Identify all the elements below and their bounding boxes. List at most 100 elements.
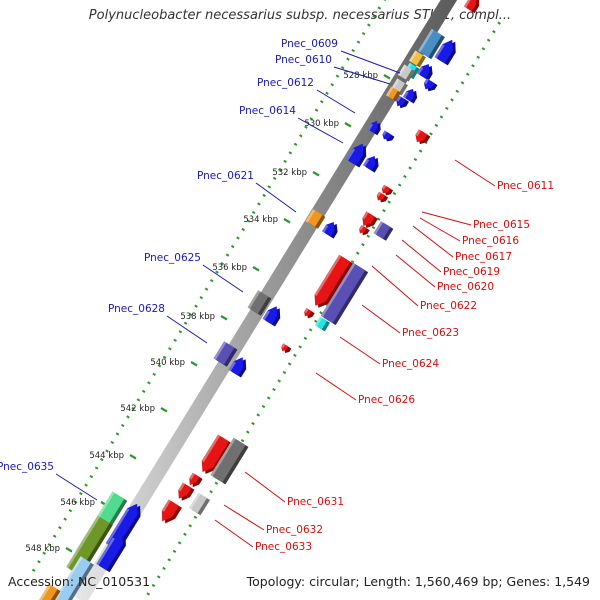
reverse-gene (189, 472, 203, 488)
reverse-gene (315, 316, 330, 332)
reverse-gene (381, 184, 394, 196)
reverse-gene (304, 308, 315, 319)
tick-label: 538 kbp (180, 312, 215, 322)
tick-label: 540 kbp (150, 358, 185, 368)
reverse-gene (210, 437, 249, 485)
leader-line (361, 304, 401, 334)
leader-line (202, 264, 244, 293)
reverse-gene (161, 499, 182, 524)
leader-line (340, 50, 401, 74)
tick-label: 528 kbp (343, 71, 378, 81)
forward-gene (418, 28, 445, 60)
tick-mark (344, 122, 352, 128)
gene-label-reverse[interactable]: Pnec_0615 (473, 219, 530, 231)
forward-gene (417, 64, 433, 81)
forward-gene (403, 88, 418, 104)
gene-label-reverse[interactable]: Pnec_0623 (402, 327, 459, 339)
forward-gene (363, 156, 379, 173)
leader-line (371, 265, 419, 307)
tick-mark (190, 361, 198, 367)
leader-line (223, 504, 265, 531)
forward-gene (396, 95, 409, 109)
tick-label: 544 kbp (89, 451, 124, 461)
reverse-gene (376, 191, 389, 203)
gene-layer (39, 0, 480, 600)
forward-gene (262, 306, 281, 327)
tick-label: 542 kbp (120, 404, 155, 414)
forward-gene (39, 583, 61, 600)
gene-label-reverse[interactable]: Pnec_0617 (455, 251, 512, 263)
tick-label: 530 kbp (304, 119, 339, 129)
leader-line (419, 217, 461, 242)
tick-mark (220, 315, 228, 321)
tick-label: 546 kbp (60, 498, 95, 508)
gene-label-reverse[interactable]: Pnec_0626 (358, 394, 415, 406)
leader-line (401, 239, 442, 273)
forward-gene (464, 0, 480, 14)
forward-gene (386, 86, 401, 102)
tick-layer: 528 kbp 530 kbp 532 kbp 534 kbp 536 kbp 538 k… (25, 0, 504, 600)
gene-label-forward[interactable]: Pnec_0612 (257, 77, 314, 89)
reverse-gene (373, 221, 394, 241)
forward-gene (53, 556, 94, 600)
leader-line (339, 336, 381, 365)
gene-label-forward[interactable]: Pnec_0635 (0, 461, 54, 473)
gene-label-forward[interactable]: Pnec_0621 (197, 170, 254, 182)
tick-mark (312, 171, 320, 177)
tick-mark (160, 407, 168, 413)
forward-gene (228, 357, 247, 378)
leader-line (297, 117, 344, 144)
gene-label-reverse[interactable]: Pnec_0622 (420, 300, 477, 312)
forward-gene (96, 533, 126, 573)
forward-gene (382, 130, 395, 142)
gene-label-reverse[interactable]: Pnec_0616 (462, 235, 519, 247)
reverse-gene (359, 225, 370, 236)
gene-label-forward[interactable]: Pnec_0609 (281, 38, 338, 50)
tick-label: 548 kbp (25, 544, 60, 554)
leader-line (55, 473, 98, 501)
gene-label-reverse[interactable]: Pnec_0619 (443, 266, 500, 278)
gene-label-reverse[interactable]: Pnec_0633 (255, 541, 312, 553)
gene-label-forward[interactable]: Pnec_0628 (108, 303, 165, 315)
leader-line (316, 89, 356, 114)
tick-label: 532 kbp (272, 168, 307, 178)
forward-gene (305, 209, 326, 229)
forward-gene (409, 50, 426, 68)
reverse-gene (362, 211, 378, 228)
tick-mark (65, 547, 73, 553)
topology-text: Topology: circular; Length: 1,560,469 bp… (246, 574, 590, 589)
gene-label-reverse[interactable]: Pnec_0632 (266, 524, 323, 536)
leader-line (255, 182, 297, 213)
reverse-gene (314, 254, 354, 308)
map-title: Polynucleobacter necessarius subsp. nece… (88, 8, 512, 23)
gene-label-reverse[interactable]: Pnec_0631 (287, 496, 344, 508)
leader-line (454, 159, 496, 187)
leader-layer (55, 50, 496, 548)
leader-line (333, 66, 391, 85)
leader-line (166, 315, 208, 344)
gene-label-reverse[interactable]: Pnec_0620 (437, 281, 494, 293)
forward-gene (367, 120, 381, 136)
reverse-gene (178, 482, 195, 501)
forward-gene (398, 64, 415, 82)
reverse-gene (189, 492, 210, 516)
forward-gene (434, 39, 456, 66)
gene-label-forward[interactable]: Pnec_0610 (275, 54, 332, 66)
tick-mark (252, 266, 260, 272)
gene-label-forward[interactable]: Pnec_0614 (239, 105, 296, 117)
forward-gene (322, 222, 338, 239)
reverse-gene (201, 434, 232, 474)
label-layer: Pnec_0609 Pnec_0610 Pnec_0612 Pnec_0614 Pnec… (0, 38, 554, 553)
tick-label: 536 kbp (212, 263, 247, 273)
leader-line (244, 471, 286, 503)
gene-label-forward[interactable]: Pnec_0625 (144, 252, 201, 264)
gene-label-reverse[interactable]: Pnec_0624 (382, 358, 439, 370)
leader-line (395, 254, 436, 288)
forward-gene (346, 143, 367, 168)
reverse-gene (415, 129, 431, 145)
tick-mark (283, 218, 291, 224)
tick-label: 534 kbp (243, 215, 278, 225)
reverse-gene (320, 262, 369, 326)
gene-label-reverse[interactable]: Pnec_0611 (497, 180, 554, 192)
